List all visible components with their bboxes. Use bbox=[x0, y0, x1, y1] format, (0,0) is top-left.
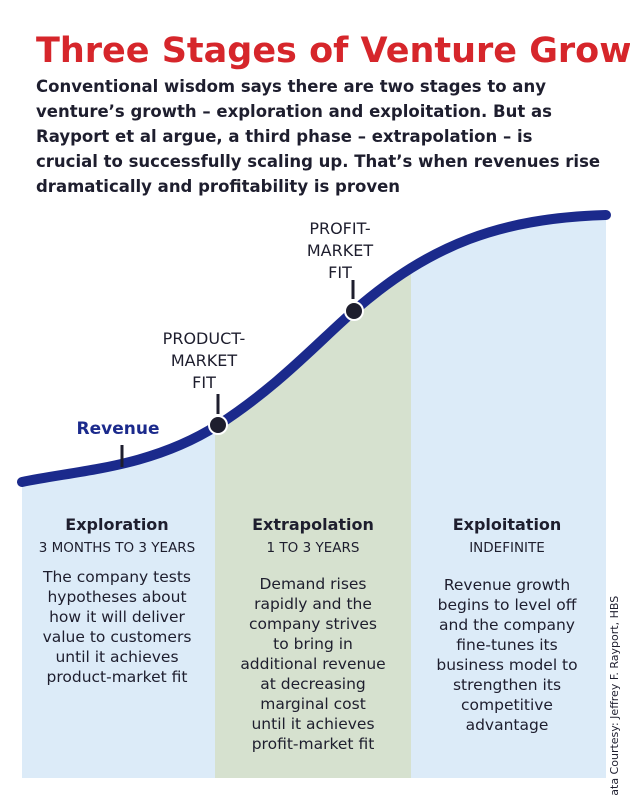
milestone-label: FIT bbox=[328, 263, 352, 282]
stage-description: begins to level off bbox=[438, 596, 577, 614]
stage-description: marginal cost bbox=[260, 695, 366, 713]
stage-description: Revenue growth bbox=[444, 576, 570, 594]
intro-line: crucial to successfully scaling up. That… bbox=[36, 152, 600, 171]
stage-name: Exploration bbox=[65, 515, 168, 534]
stage-description: and the company bbox=[439, 616, 575, 634]
intro-line: Conventional wisdom says there are two s… bbox=[36, 77, 546, 96]
stage-description: to bring in bbox=[273, 635, 353, 653]
title: Three Stages of Venture Growth bbox=[36, 31, 630, 71]
milestone-label: PROFIT- bbox=[309, 219, 370, 238]
stage-description: at decreasing bbox=[260, 675, 366, 693]
stage-description: value to customers bbox=[43, 628, 192, 646]
stage-description: competitive bbox=[461, 696, 553, 714]
stage-duration: 1 TO 3 YEARS bbox=[267, 540, 360, 556]
stage-name: Extrapolation bbox=[252, 515, 374, 534]
milestone-dot bbox=[208, 415, 228, 435]
stage-name: Exploitation bbox=[453, 515, 562, 534]
stage-description: how it will deliver bbox=[49, 608, 185, 626]
milestone-dot bbox=[344, 301, 364, 321]
stage-description: until it achieves bbox=[251, 715, 374, 733]
milestone-label: PRODUCT- bbox=[163, 329, 246, 348]
stage-description: strengthen its bbox=[453, 676, 561, 694]
milestone-label: MARKET bbox=[307, 241, 373, 260]
stage-description: rapidly and the bbox=[254, 595, 372, 613]
stage-description: Demand rises bbox=[259, 575, 366, 593]
stage-description: product-market fit bbox=[47, 668, 188, 686]
intro-line: venture’s growth – exploration and explo… bbox=[36, 102, 552, 121]
stage-description: profit-market fit bbox=[252, 735, 375, 753]
credit: Data Courtesy: Jeffrey F. Rayport, HBS bbox=[608, 596, 621, 795]
stage-description: advantage bbox=[466, 716, 549, 734]
stage-description: hypotheses about bbox=[47, 588, 186, 606]
stage-duration: INDEFINITE bbox=[469, 540, 545, 556]
stage-description: until it achieves bbox=[55, 648, 178, 666]
stage-duration: 3 MONTHS TO 3 YEARS bbox=[39, 540, 196, 556]
milestone-label: FIT bbox=[192, 373, 216, 392]
curve-label: Revenue bbox=[77, 419, 160, 439]
exploration-panel bbox=[22, 215, 215, 778]
stage-description: business model to bbox=[436, 656, 577, 674]
exploitation-panel bbox=[411, 215, 606, 778]
stage-description: additional revenue bbox=[240, 655, 385, 673]
milestone-label: MARKET bbox=[171, 351, 237, 370]
stage-description: The company tests bbox=[42, 568, 191, 586]
stage-description: company strives bbox=[249, 615, 377, 633]
intro-line: Rayport et al argue, a third phase – ext… bbox=[36, 127, 533, 146]
revenue-curve bbox=[17, 210, 611, 487]
intro-line: dramatically and profitability is proven bbox=[36, 177, 400, 196]
stage-description: fine-tunes its bbox=[456, 636, 557, 654]
